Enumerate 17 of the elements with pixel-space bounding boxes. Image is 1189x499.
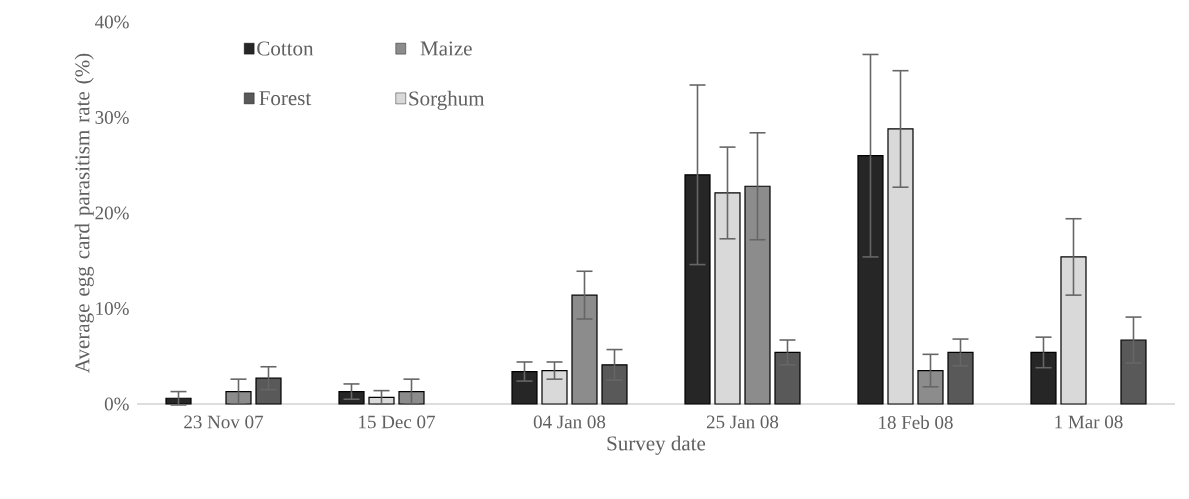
legend-label: Maize bbox=[420, 41, 472, 56]
x-tick-label: 23 Nov 07 bbox=[184, 415, 264, 429]
x-tick-label: 18 Feb 08 bbox=[879, 415, 953, 429]
legend-label: Sorghum bbox=[409, 90, 485, 110]
y-tick-label: 0% bbox=[104, 397, 129, 411]
y-tick-label: 30% bbox=[95, 111, 129, 124]
y-axis-title: Average egg card parasitism rate (%) bbox=[74, 53, 94, 373]
x-tick-label: 25 Jan 08 bbox=[706, 415, 779, 429]
legend-label: Cotton bbox=[257, 41, 314, 56]
x-tick-label: 1 Mar 08 bbox=[1055, 415, 1123, 429]
x-tick-label: 04 Jan 08 bbox=[533, 415, 606, 429]
y-tick-label: 20% bbox=[95, 206, 129, 220]
y-tick-label: 40% bbox=[95, 15, 129, 29]
y-tick-label: 10% bbox=[96, 302, 129, 315]
x-tick-label: 15 Dec 07 bbox=[359, 415, 435, 429]
x-axis-title: Survey date bbox=[607, 435, 706, 455]
legend-label: Forest bbox=[259, 91, 312, 106]
